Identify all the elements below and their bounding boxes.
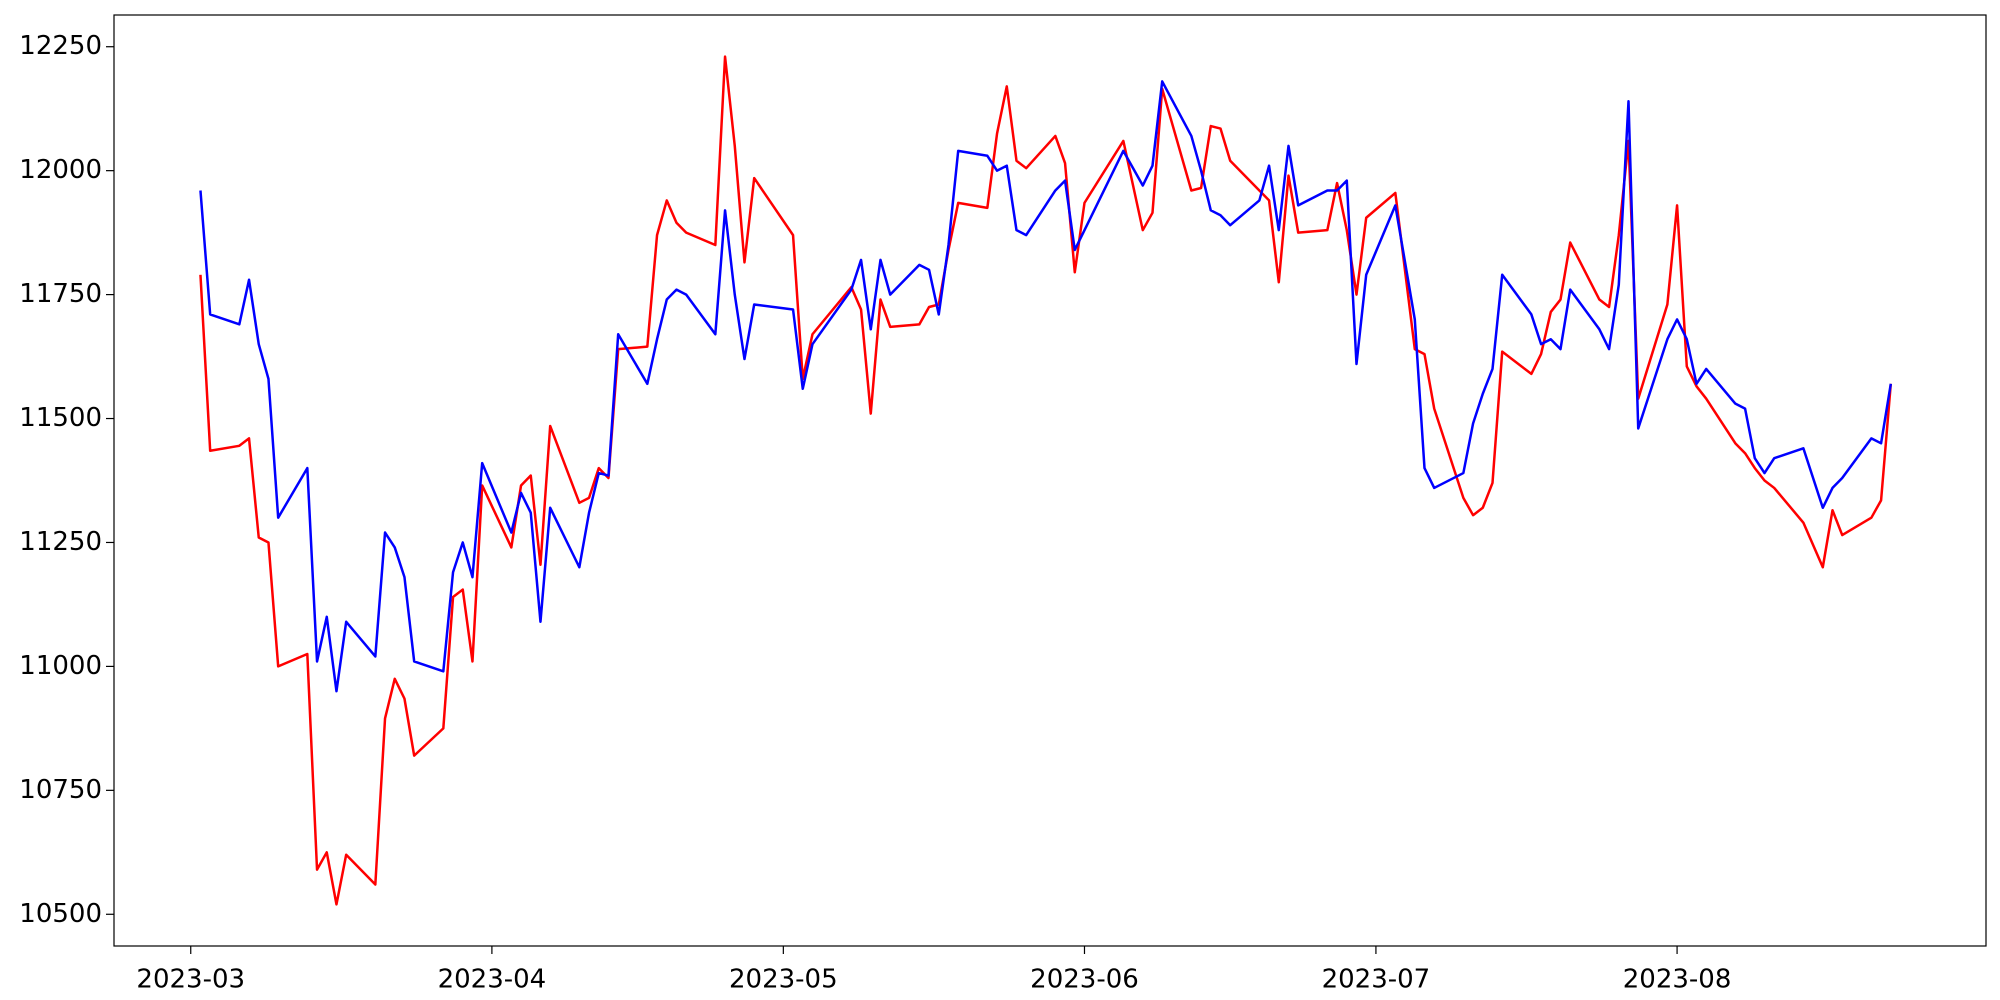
x-tick-label: 2023-08 (1623, 965, 1732, 995)
x-tick-label: 2023-04 (438, 965, 547, 995)
x-tick-label: 2023-06 (1030, 965, 1139, 995)
y-tick-label: 12250 (19, 31, 102, 61)
y-tick-label: 11250 (19, 527, 102, 557)
x-tick-label: 2023-03 (136, 965, 245, 995)
y-tick-label: 11500 (19, 403, 102, 433)
y-tick-label: 12000 (19, 155, 102, 185)
y-tick-label: 11000 (19, 651, 102, 681)
plot-frame (113, 14, 1987, 947)
y-tick-label: 10750 (19, 775, 102, 805)
y-tick-label: 11750 (19, 279, 102, 309)
y-tick-label: 10500 (19, 899, 102, 929)
x-tick-label: 2023-07 (1322, 965, 1431, 995)
series-line (199, 55, 1893, 906)
x-tick-label: 2023-05 (729, 965, 838, 995)
series-line (199, 80, 1893, 693)
